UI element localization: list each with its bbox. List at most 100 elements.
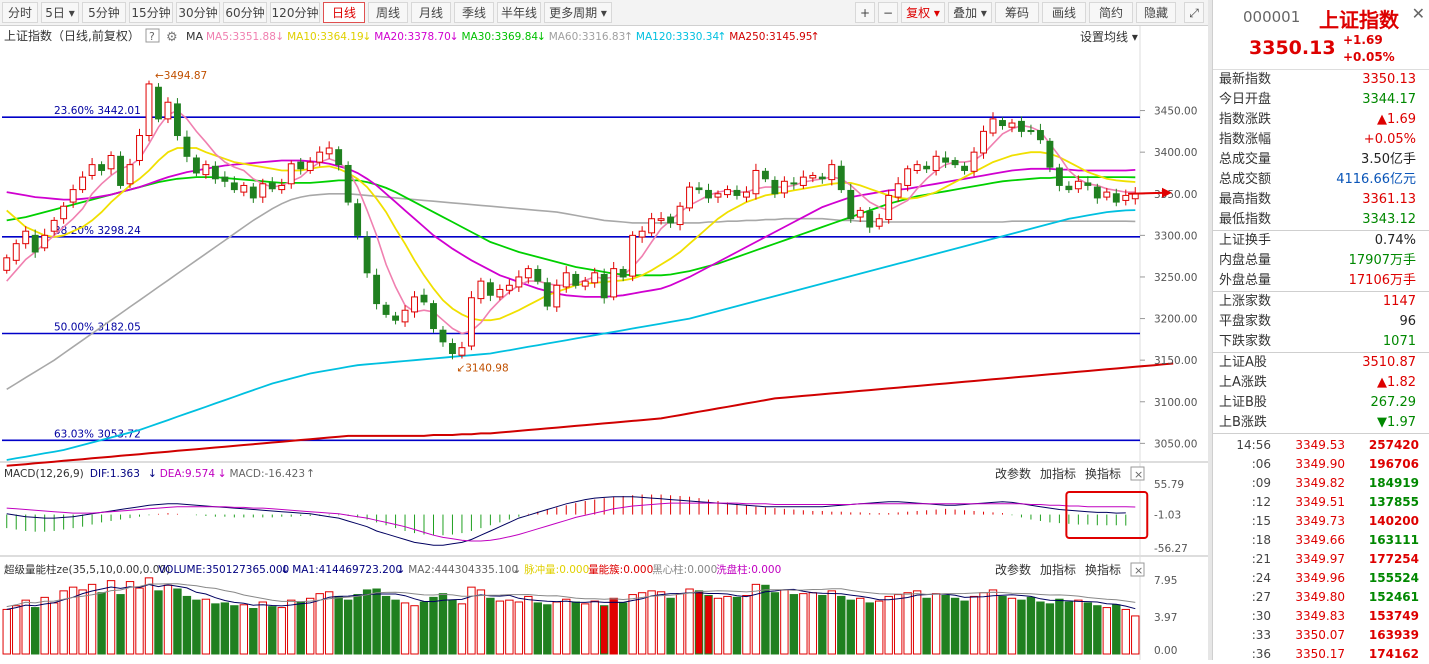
macd-btn-0[interactable]: 改参数 [995,466,1031,481]
vol-legend-item: 脉冲量:0.000 [524,563,589,576]
period-tab-6[interactable]: 120分钟 [270,2,320,23]
y-tick-label: 3400.00 [1154,147,1197,159]
candle-body [600,273,608,299]
toolbar-btn-7[interactable]: 隐藏 [1136,2,1176,23]
ma-legend-arrow: ↑ [811,30,820,43]
toolbar-btn-3[interactable]: 叠加 ▾ [948,2,992,23]
vol-close-glyph: × [1134,564,1143,577]
volume-bar [562,598,571,655]
volume-bar [362,589,372,655]
volume-bar [988,589,998,655]
vol-btn-2[interactable]: 换指标 [1085,562,1121,577]
row-value: 96 [1399,314,1416,329]
volume-bar [950,597,960,655]
period-tab-9[interactable]: 月线 [411,2,451,23]
volume-bar [751,583,761,655]
period-tab-5[interactable]: 60分钟 [223,2,267,23]
ma-settings-button[interactable]: 设置均线 ▾ [1080,30,1138,44]
period-tab-1[interactable]: 5日 ▾ [41,2,79,23]
row-value: 1071 [1382,334,1416,349]
vol-btn-1[interactable]: 加指标 [1040,562,1076,577]
macd-tick-label: 55.79 [1154,479,1184,491]
vol-close-icon[interactable] [1130,562,1145,577]
candle-body [524,268,532,279]
macd-btn-2[interactable]: 换指标 [1085,466,1121,481]
volume-bar [391,599,400,655]
candle-body [496,288,504,298]
tick-row: :21 3349.97 177254 [1213,550,1429,569]
period-tab-4[interactable]: 30分钟 [176,2,220,23]
tick-volume: 257420 [1368,438,1419,452]
tick-time: :18 [1251,533,1271,547]
toolbar-btn-4[interactable]: 筹码 [995,2,1039,23]
period-tab-2[interactable]: 5分钟 [82,2,126,23]
period-tab-7[interactable]: 日线 [323,2,365,23]
vol-btn-0[interactable]: 改参数 [995,562,1031,577]
period-tab-10[interactable]: 季线 [454,2,494,23]
share-row: 上B涨跌 ▼1.97 [1213,413,1429,433]
volume-bar [239,604,249,655]
volume-bar [438,593,448,655]
row-value: 3361.13 [1362,192,1416,207]
ma30-line [6,176,1136,277]
tick-price: 3349.53 [1295,438,1345,452]
tick-row: :24 3349.96 155524 [1213,569,1429,588]
volume-bar [685,588,694,655]
fib-label: 38.20% 3298.24 [54,225,141,237]
highlight-box [1065,491,1149,539]
volume-bar [524,595,533,655]
toolbar-btn-2[interactable]: 复权 ▾ [901,2,945,23]
vol-tick-label: 0.00 [1154,645,1177,657]
vol-legend-arrow: ↓ [512,563,521,576]
candle-body [88,164,96,176]
candle-body [847,189,855,220]
candle-body [439,329,447,343]
volume-bar [40,596,49,655]
candle-body [799,176,807,186]
volume-bar [448,599,457,655]
period-tab-11[interactable]: 半年线 [497,2,541,23]
volume-bar [808,592,818,655]
volume-bar [666,597,675,655]
candle-body [980,130,987,154]
period-tab-12[interactable]: 更多周期 ▾ [544,2,612,23]
macd-close-icon[interactable] [1130,466,1145,481]
row-value: 267.29 [1370,395,1417,410]
candle-body [31,234,39,253]
candle-body [117,155,124,186]
row-label: 上证B股 [1219,395,1267,410]
candle-body [828,164,836,181]
period-tab-0[interactable]: 分时 [2,2,38,23]
toolbar-btn-1[interactable]: − [878,2,898,23]
x-icon[interactable]: ✕ [1411,4,1425,23]
volume-bar [780,589,789,655]
row-label: 上A涨跌 [1219,375,1267,390]
row-value: 3344.17 [1362,92,1416,107]
macd-btn-1[interactable]: 加指标 [1040,466,1076,481]
volume-bar [1007,597,1017,655]
volume-bar [647,590,656,655]
toolbar-btn-5[interactable]: 画线 [1042,2,1086,23]
candle-body [610,268,618,298]
candle-body [619,268,627,278]
dif-line [6,496,1126,546]
toolbar-btn-6[interactable]: 简约 [1089,2,1133,23]
volume-bar [1055,598,1064,655]
tick-volume: 163111 [1368,533,1419,547]
candle-body [1103,191,1111,198]
panel-splitter[interactable] [1208,0,1212,660]
toolbar-btn-0[interactable]: + [855,2,875,23]
tick-volume: 174162 [1368,647,1419,661]
row-label: 外盘总量 [1219,273,1272,288]
candle-body [240,184,248,193]
stat-row: 总成交量 3.50亿手 [1213,150,1429,170]
ma250-line [6,362,1174,467]
volume-bar [486,597,495,655]
expand-icon[interactable]: ⤢ [1184,2,1204,23]
period-tab-8[interactable]: 周线 [368,2,408,23]
price-arrow-line [1127,191,1166,195]
candle-body [724,189,731,196]
period-tab-3[interactable]: 15分钟 [129,2,173,23]
vol-legend-arrow: ↓ [280,563,289,576]
tick-time: :36 [1251,647,1271,661]
